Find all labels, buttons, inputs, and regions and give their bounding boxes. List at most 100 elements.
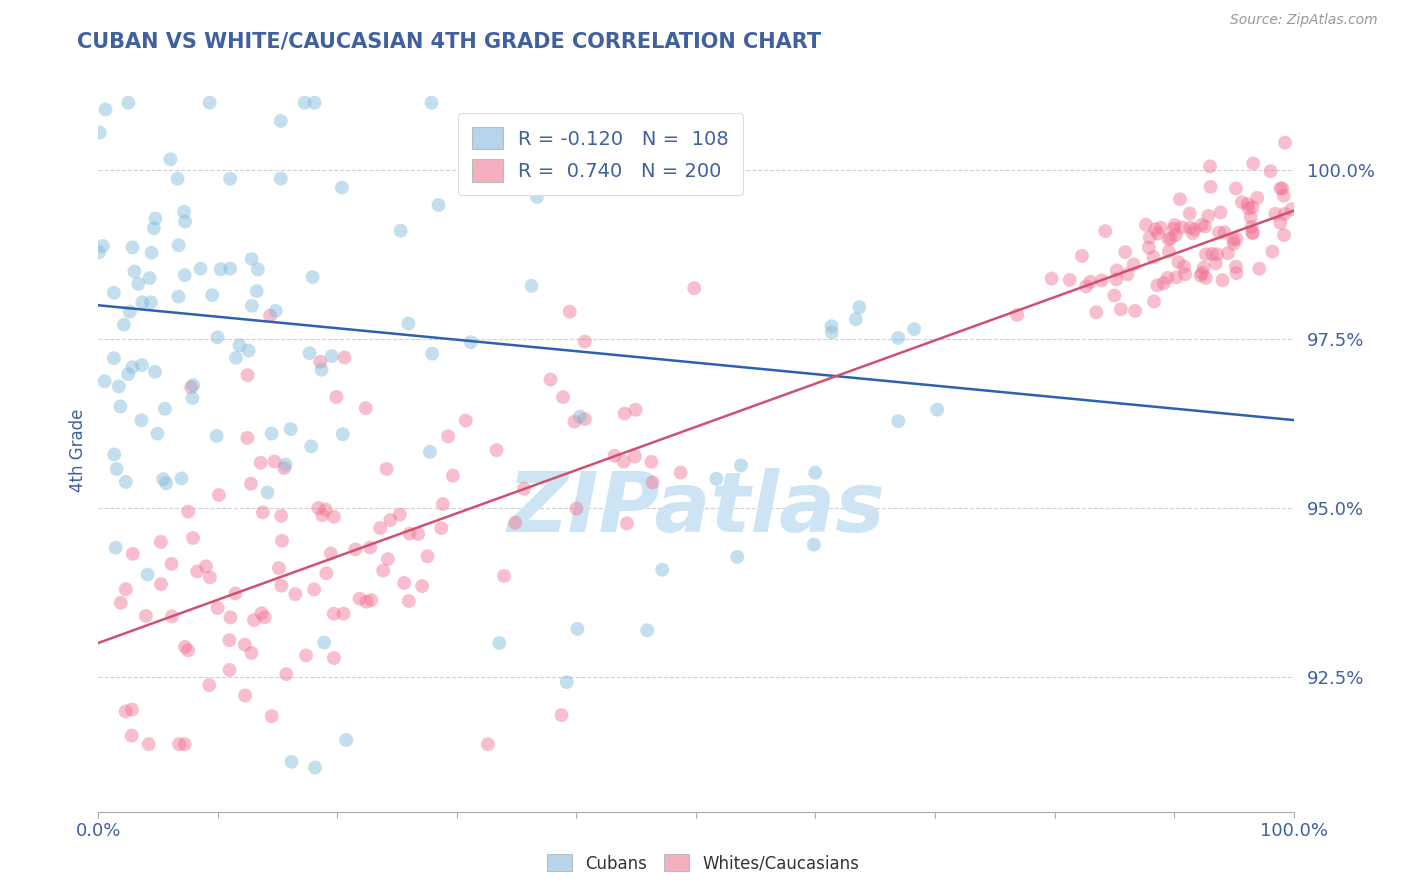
Point <box>406 527 429 541</box>
Point <box>180 380 202 394</box>
Point <box>1201 247 1223 261</box>
Point <box>311 508 333 523</box>
Point <box>267 561 290 575</box>
Point <box>270 508 292 523</box>
Point <box>1105 272 1128 286</box>
Point <box>1271 181 1294 195</box>
Point <box>1195 247 1218 261</box>
Point <box>1189 268 1212 283</box>
Point <box>270 171 292 186</box>
Point <box>396 317 419 331</box>
Point <box>307 501 329 516</box>
Point <box>121 547 143 561</box>
Point <box>803 538 825 552</box>
Point <box>304 95 326 110</box>
Point <box>271 533 294 548</box>
Point <box>683 281 706 295</box>
Point <box>160 557 183 571</box>
Point <box>103 447 125 461</box>
Point <box>167 238 190 252</box>
Point <box>1143 294 1166 309</box>
Point <box>225 351 247 365</box>
Point <box>236 431 259 445</box>
Point <box>198 95 221 110</box>
Point <box>398 594 420 608</box>
Point <box>513 482 536 496</box>
Point <box>603 449 626 463</box>
Point <box>1168 192 1191 206</box>
Point <box>568 409 591 424</box>
Point <box>1270 181 1292 195</box>
Point <box>1139 230 1161 244</box>
Point <box>186 565 208 579</box>
Point <box>150 577 173 591</box>
Point <box>145 211 167 226</box>
Point <box>1160 231 1182 245</box>
Point <box>356 595 378 609</box>
Point <box>246 262 269 277</box>
Point <box>114 475 136 489</box>
Point <box>322 607 344 621</box>
Point <box>181 531 204 545</box>
Point <box>1157 232 1180 246</box>
Point <box>441 468 464 483</box>
Point <box>398 526 420 541</box>
Point <box>1222 233 1244 247</box>
Point <box>246 284 269 298</box>
Point <box>558 304 581 318</box>
Point <box>1174 267 1197 281</box>
Point <box>1173 260 1195 274</box>
Point <box>1164 228 1187 243</box>
Point <box>1230 195 1253 210</box>
Point <box>298 346 321 360</box>
Point <box>1040 271 1063 285</box>
Point <box>173 204 195 219</box>
Point <box>1005 308 1028 322</box>
Point <box>1195 271 1218 285</box>
Point <box>427 198 450 212</box>
Point <box>725 549 748 564</box>
Point <box>804 466 827 480</box>
Point <box>1078 275 1101 289</box>
Point <box>170 471 193 485</box>
Point <box>1166 270 1188 285</box>
Point <box>1178 206 1201 220</box>
Point <box>821 326 844 340</box>
Point <box>218 633 240 648</box>
Point <box>91 239 114 253</box>
Point <box>477 737 499 751</box>
Point <box>240 476 263 491</box>
Point <box>1147 227 1170 241</box>
Point <box>1144 222 1167 236</box>
Point <box>706 472 728 486</box>
Point <box>273 461 295 475</box>
Point <box>1222 236 1244 251</box>
Point <box>1146 278 1168 293</box>
Point <box>201 288 224 302</box>
Point <box>485 443 508 458</box>
Point <box>354 401 377 416</box>
Point <box>280 422 302 436</box>
Point <box>311 362 333 376</box>
Point <box>1240 211 1263 225</box>
Point <box>243 613 266 627</box>
Point <box>1142 250 1164 264</box>
Point <box>135 609 157 624</box>
Point <box>1085 305 1108 319</box>
Point <box>314 635 336 649</box>
Point <box>419 445 441 459</box>
Point <box>159 153 181 167</box>
Point <box>430 521 453 535</box>
Point <box>1272 188 1295 202</box>
Point <box>219 261 242 276</box>
Legend: R = -0.120   N =  108, R =  0.740   N = 200: R = -0.120 N = 108, R = 0.740 N = 200 <box>458 113 742 195</box>
Point <box>315 566 337 581</box>
Point <box>360 593 382 607</box>
Point <box>205 429 228 443</box>
Point <box>1205 256 1227 270</box>
Point <box>1212 273 1234 287</box>
Point <box>669 466 692 480</box>
Point <box>263 454 285 468</box>
Point <box>1071 249 1094 263</box>
Point <box>1270 216 1292 230</box>
